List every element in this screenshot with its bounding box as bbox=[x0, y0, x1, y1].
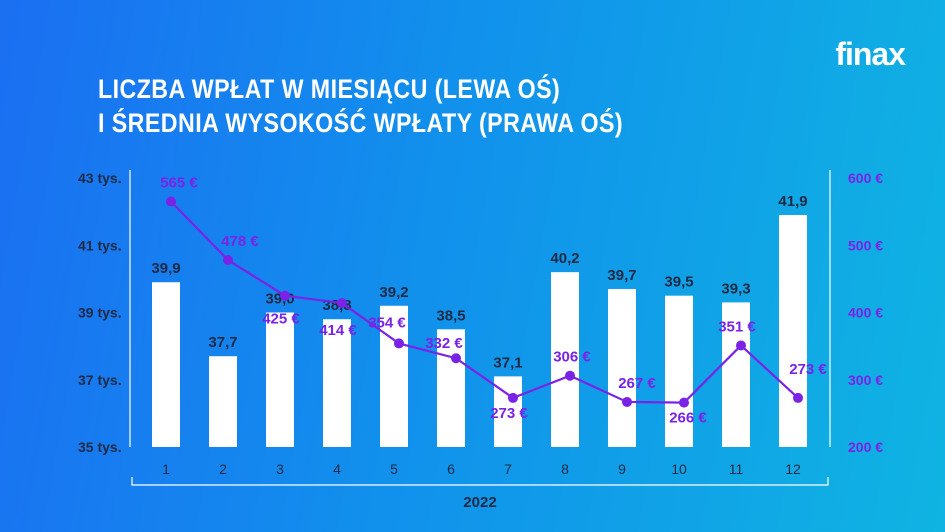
line-value-label: 332 € bbox=[425, 335, 463, 352]
bar-value-label: 40,2 bbox=[550, 250, 579, 267]
x-axis-tick-label: 6 bbox=[447, 461, 455, 477]
line-point bbox=[451, 353, 461, 364]
x-axis-tick-label: 8 bbox=[561, 461, 569, 477]
left-axis-tick-label: 39 tys. bbox=[78, 305, 122, 321]
x-axis-tick-label: 12 bbox=[785, 461, 801, 477]
line-point bbox=[736, 340, 746, 351]
bar bbox=[779, 214, 807, 447]
line-value-label: 266 € bbox=[669, 410, 707, 427]
left-axis-tick-label: 35 tys. bbox=[78, 439, 122, 455]
x-axis-tick-label: 10 bbox=[671, 461, 687, 477]
line-point bbox=[565, 370, 575, 381]
x-axis-tick-label: 4 bbox=[333, 461, 341, 477]
x-axis-tick-label: 2 bbox=[219, 461, 227, 477]
line-value-label: 267 € bbox=[618, 375, 656, 392]
x-axis-tick-label: 1 bbox=[162, 461, 170, 477]
right-axis-tick-label: 400 € bbox=[848, 305, 883, 321]
line-value-label: 354 € bbox=[368, 314, 406, 331]
bar bbox=[323, 319, 351, 447]
bar bbox=[608, 288, 636, 447]
line-point bbox=[622, 396, 632, 407]
line-point bbox=[223, 255, 233, 266]
bar-value-label: 39,2 bbox=[379, 284, 408, 301]
left-axis-tick-label: 43 tys. bbox=[78, 170, 122, 186]
x-axis-tick-label: 7 bbox=[504, 461, 512, 477]
chart-title-line-1: Liczba wpłat w miesiącu (lewa oś) bbox=[98, 74, 561, 104]
line-value-label: 414 € bbox=[319, 322, 357, 339]
series-line bbox=[170, 200, 799, 404]
x-axis-tick-label: 9 bbox=[618, 461, 626, 477]
bar-value-label: 39,7 bbox=[607, 267, 636, 284]
chart-title: Liczba wpłat w miesiącu (lewa oś) i śred… bbox=[98, 72, 623, 140]
bar-value-label: 39,5 bbox=[664, 274, 693, 291]
line-point bbox=[508, 392, 518, 403]
line-point bbox=[280, 290, 290, 301]
bar bbox=[722, 302, 750, 447]
x-axis-tick-label: 11 bbox=[729, 461, 744, 477]
line-value-label: 425 € bbox=[262, 311, 300, 328]
bar bbox=[266, 312, 294, 447]
bar-value-label: 41,9 bbox=[778, 193, 807, 210]
left-axis-tick-label: 37 tys. bbox=[78, 372, 122, 388]
line-value-label: 478 € bbox=[221, 233, 259, 250]
right-axis-tick-label: 300 € bbox=[848, 372, 883, 388]
line-point bbox=[337, 298, 347, 309]
left-axis-tick-label: 41 tys. bbox=[78, 237, 122, 253]
bar bbox=[437, 329, 465, 447]
x-axis-tick-label: 3 bbox=[276, 461, 284, 477]
line-point bbox=[394, 338, 404, 349]
line-value-label: 351 € bbox=[718, 318, 756, 335]
bar bbox=[380, 305, 408, 447]
year-bracket bbox=[131, 477, 829, 486]
bar-value-label: 37,7 bbox=[208, 334, 237, 351]
finax-logo: finax bbox=[835, 36, 906, 72]
bar bbox=[551, 272, 579, 447]
bar-value-label: 37,1 bbox=[493, 354, 522, 371]
right-axis-tick-label: 500 € bbox=[848, 237, 883, 253]
bar-value-label: 38,5 bbox=[436, 307, 465, 324]
bar bbox=[209, 356, 237, 447]
line-point bbox=[166, 196, 176, 207]
bar bbox=[152, 282, 180, 447]
bar bbox=[665, 295, 693, 447]
line-value-label: 306 € bbox=[553, 349, 591, 366]
line-value-label: 273 € bbox=[490, 405, 528, 422]
bar-value-label: 39,3 bbox=[721, 280, 750, 297]
line-point bbox=[793, 392, 803, 403]
x-axis-tick-label: 5 bbox=[390, 461, 398, 477]
right-axis-tick-label: 200 € bbox=[848, 439, 883, 455]
right-axis-tick-label: 600 € bbox=[848, 170, 883, 186]
chart-title-line-2: i średnia wysokość wpłaty (prawa oś) bbox=[98, 108, 624, 138]
line-value-label: 565 € bbox=[160, 175, 198, 192]
line-point bbox=[679, 397, 689, 408]
bar-value-label: 39,9 bbox=[151, 260, 180, 277]
x-axis-label: 2022 bbox=[463, 494, 496, 511]
line-value-label: 273 € bbox=[789, 361, 827, 378]
